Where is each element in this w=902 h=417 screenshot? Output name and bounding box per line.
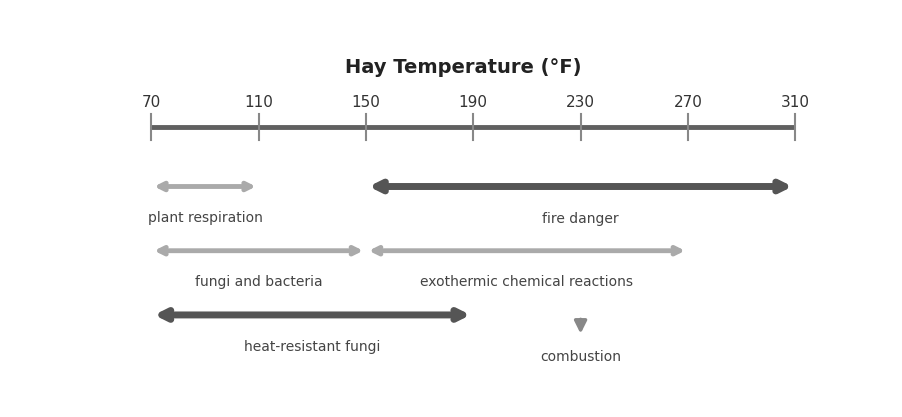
Text: exothermic chemical reactions: exothermic chemical reactions [420, 276, 632, 289]
Text: fire danger: fire danger [542, 211, 618, 226]
Text: fungi and bacteria: fungi and bacteria [195, 276, 322, 289]
Text: 150: 150 [351, 95, 380, 111]
Text: 270: 270 [673, 95, 702, 111]
Text: combustion: combustion [539, 350, 621, 364]
Text: 310: 310 [780, 95, 809, 111]
Text: 190: 190 [458, 95, 487, 111]
Text: 230: 230 [566, 95, 594, 111]
Text: 110: 110 [244, 95, 272, 111]
Text: plant respiration: plant respiration [147, 211, 262, 225]
Text: Hay Temperature (°F): Hay Temperature (°F) [345, 58, 580, 77]
Text: 70: 70 [142, 95, 161, 111]
Text: heat-resistant fungi: heat-resistant fungi [244, 340, 380, 354]
